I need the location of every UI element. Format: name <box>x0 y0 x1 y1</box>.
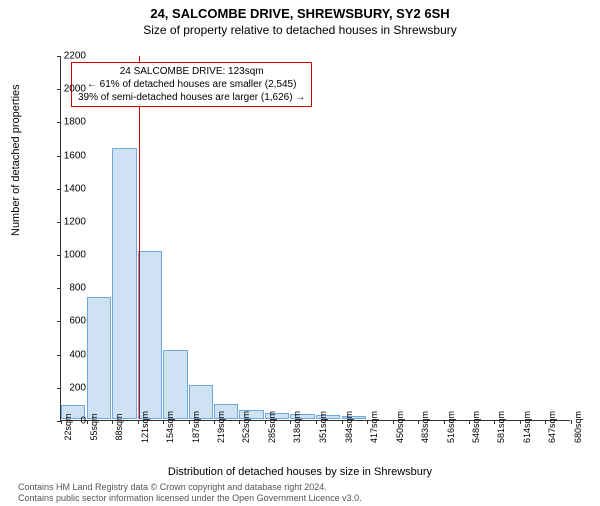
histogram-bar <box>112 148 136 419</box>
x-tick-label: 285sqm <box>267 411 277 443</box>
x-tick-label: 219sqm <box>216 411 226 443</box>
x-axis-label: Distribution of detached houses by size … <box>0 466 600 478</box>
chart-plot: 24 SALCOMBE DRIVE: 123sqm← 61% of detach… <box>60 56 570 421</box>
x-tick-label: 581sqm <box>496 411 506 443</box>
x-tick-label: 154sqm <box>165 411 175 443</box>
annotation-line: 24 SALCOMBE DRIVE: 123sqm <box>78 65 305 78</box>
x-tick-label: 647sqm <box>547 411 557 443</box>
y-tick-label: 200 <box>69 382 86 393</box>
y-tick-label: 2200 <box>64 51 86 62</box>
x-tick-label: 55sqm <box>89 413 99 440</box>
annotation-line: 39% of semi-detached houses are larger (… <box>78 91 305 104</box>
x-tick-label: 483sqm <box>420 411 430 443</box>
y-tick-label: 1400 <box>64 183 86 194</box>
x-tick-label: 516sqm <box>446 411 456 443</box>
y-tick-label: 2000 <box>64 84 86 95</box>
x-tick-label: 384sqm <box>344 411 354 443</box>
footer-line2: Contains public sector information licen… <box>18 493 362 504</box>
footer-attribution: Contains HM Land Registry data © Crown c… <box>18 482 362 504</box>
x-tick-label: 548sqm <box>471 411 481 443</box>
x-tick-label: 614sqm <box>522 411 532 443</box>
y-tick-label: 800 <box>69 283 86 294</box>
x-tick-label: 187sqm <box>191 411 201 443</box>
y-tick-label: 400 <box>69 349 86 360</box>
chart-title-sub: Size of property relative to detached ho… <box>0 23 600 37</box>
plot-area: 24 SALCOMBE DRIVE: 123sqm← 61% of detach… <box>60 56 570 421</box>
x-tick-label: 318sqm <box>292 411 302 443</box>
annotation-line: ← 61% of detached houses are smaller (2,… <box>78 78 305 91</box>
x-tick-label: 252sqm <box>241 411 251 443</box>
x-tick-label: 417sqm <box>369 411 379 443</box>
footer-line1: Contains HM Land Registry data © Crown c… <box>18 482 362 493</box>
x-tick-label: 22sqm <box>63 413 73 440</box>
x-tick-label: 450sqm <box>395 411 405 443</box>
reference-line <box>139 56 140 419</box>
y-axis-label: Number of detached properties <box>10 84 22 236</box>
x-tick-label: 680sqm <box>573 411 583 443</box>
x-tick-label: 351sqm <box>318 411 328 443</box>
annotation-box: 24 SALCOMBE DRIVE: 123sqm← 61% of detach… <box>71 62 312 107</box>
y-tick-label: 600 <box>69 316 86 327</box>
y-tick-label: 1200 <box>64 216 86 227</box>
y-tick-label: 1800 <box>64 117 86 128</box>
y-tick-label: 1600 <box>64 150 86 161</box>
y-tick-label: 0 <box>80 416 86 427</box>
histogram-bar <box>163 350 187 419</box>
histogram-bar <box>87 297 111 419</box>
y-tick-label: 1000 <box>64 250 86 261</box>
x-tick-label: 88sqm <box>114 413 124 440</box>
x-tick-label: 121sqm <box>140 411 150 443</box>
chart-title-main: 24, SALCOMBE DRIVE, SHREWSBURY, SY2 6SH <box>0 6 600 21</box>
histogram-bar <box>138 251 162 419</box>
